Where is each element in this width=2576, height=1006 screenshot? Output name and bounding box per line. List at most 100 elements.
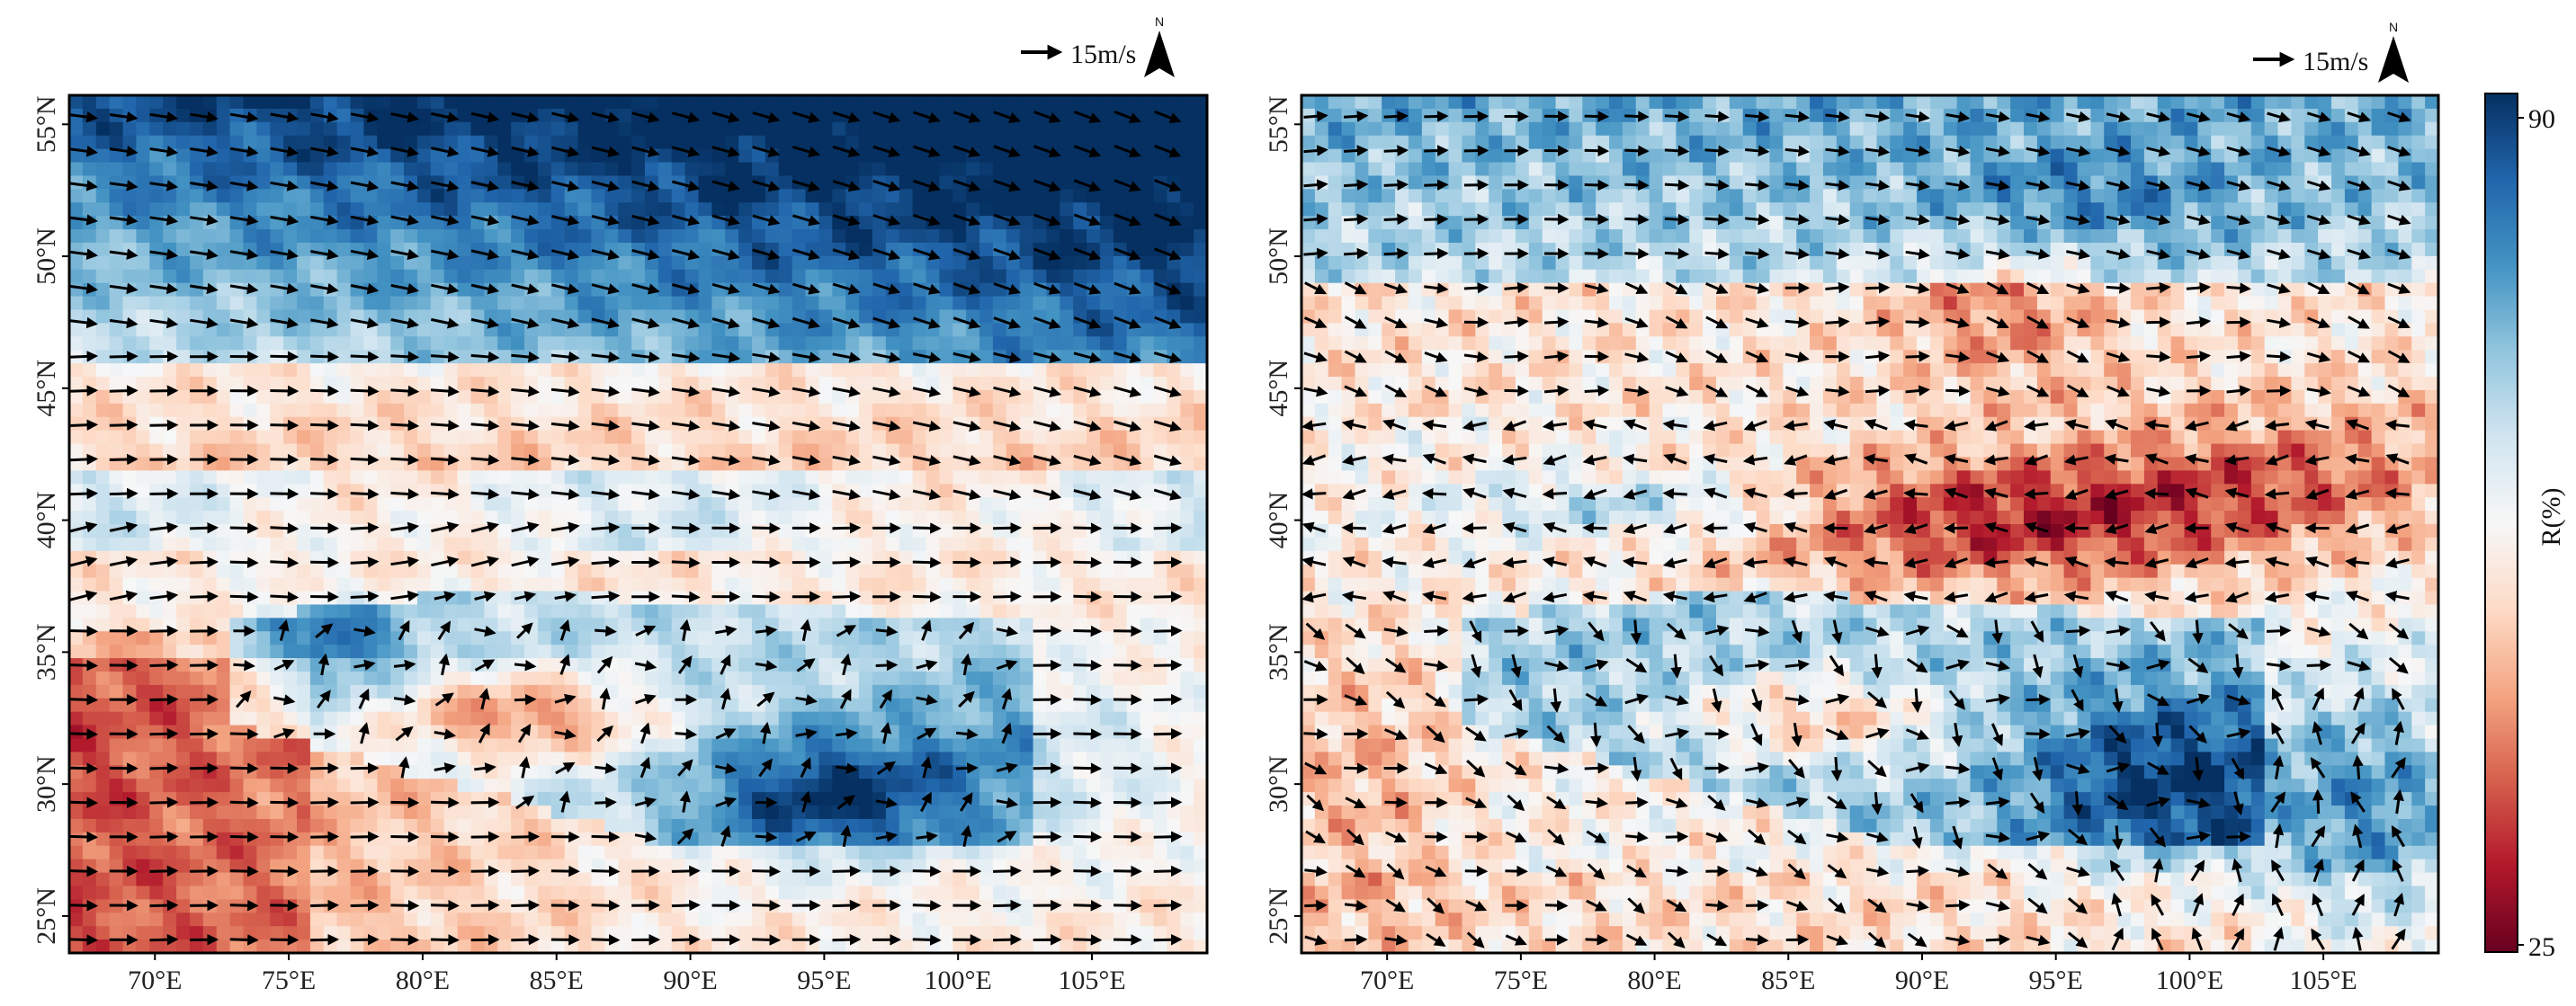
humidity-cell	[416, 363, 432, 378]
humidity-cell	[457, 255, 472, 271]
humidity-cell	[82, 216, 97, 230]
humidity-cell	[644, 671, 659, 686]
humidity-cell	[69, 162, 84, 177]
humidity-cell	[1099, 779, 1114, 793]
humidity-cell	[845, 524, 860, 539]
humidity-cell	[524, 296, 539, 311]
humidity-cell	[818, 738, 833, 753]
humidity-cell	[484, 296, 498, 311]
humidity-cell	[149, 121, 164, 137]
humidity-cell	[1033, 631, 1048, 645]
humidity-cell	[859, 309, 873, 325]
humidity-cell	[163, 497, 177, 512]
humidity-cell	[484, 537, 498, 552]
humidity-cell	[778, 108, 793, 123]
humidity-cell	[550, 430, 566, 445]
humidity-cell	[176, 457, 191, 471]
humidity-cell	[604, 564, 619, 579]
humidity-cell	[216, 671, 231, 686]
humidity-cell	[350, 806, 365, 820]
humidity-cell	[604, 470, 619, 485]
humidity-cell	[577, 269, 593, 284]
humidity-cell	[1140, 363, 1155, 378]
humidity-cell	[122, 845, 138, 860]
humidity-cell	[845, 604, 860, 619]
humidity-cell	[363, 845, 378, 860]
humidity-cell	[163, 779, 177, 793]
humidity-cell	[752, 564, 766, 579]
humidity-cell	[859, 845, 873, 860]
humidity-cell	[309, 752, 325, 766]
humidity-cell	[778, 832, 793, 847]
humidity-cell	[698, 202, 712, 217]
humidity-cell	[537, 832, 552, 847]
humidity-cell	[336, 296, 352, 311]
humidity-cell	[430, 845, 445, 860]
humidity-cell	[136, 336, 150, 351]
humidity-cell	[404, 296, 418, 311]
humidity-cell	[524, 430, 539, 445]
humidity-cell	[778, 229, 793, 244]
humidity-cell	[69, 403, 84, 418]
humidity-cell	[550, 377, 566, 391]
humidity-cell	[738, 416, 753, 432]
humidity-cell	[725, 336, 739, 351]
humidity-cell	[377, 121, 391, 137]
humidity-cell	[564, 363, 579, 378]
humidity-cell	[202, 255, 218, 271]
humidity-cell	[524, 537, 539, 552]
humidity-cell	[738, 818, 753, 833]
humidity-cell	[430, 792, 445, 806]
humidity-cell	[992, 336, 1007, 351]
humidity-cell	[564, 255, 579, 271]
humidity-cell	[176, 282, 191, 298]
humidity-cell	[216, 323, 231, 337]
humidity-cell	[765, 872, 780, 887]
humidity-cell	[550, 296, 566, 311]
humidity-cell	[497, 859, 512, 874]
humidity-cell	[416, 269, 432, 284]
humidity-cell	[229, 645, 245, 659]
humidity-cell	[1180, 189, 1194, 203]
humidity-cell	[1060, 416, 1074, 432]
humidity-cell	[912, 336, 927, 351]
humidity-cell	[1153, 457, 1167, 471]
humidity-cell	[136, 497, 150, 512]
humidity-cell	[644, 577, 659, 592]
humidity-cell	[416, 577, 432, 592]
humidity-cell	[202, 95, 218, 110]
humidity-cell	[725, 752, 739, 766]
humidity-cell	[577, 618, 593, 632]
humidity-cell	[939, 711, 953, 726]
humidity-cell	[591, 577, 605, 592]
humidity-cell	[202, 671, 218, 686]
humidity-cell	[350, 269, 365, 284]
humidity-cell	[885, 698, 900, 713]
humidity-cell	[577, 845, 593, 860]
humidity-cell	[859, 443, 873, 458]
humidity-cell	[377, 148, 391, 164]
humidity-cell	[149, 752, 164, 766]
humidity-cell	[1126, 162, 1141, 177]
humidity-cell	[671, 645, 686, 659]
humidity-cell	[416, 591, 432, 606]
humidity-cell	[109, 645, 124, 659]
humidity-cell	[270, 845, 284, 860]
humidity-cell	[69, 725, 84, 740]
humidity-cell	[939, 658, 953, 672]
humidity-cell	[657, 591, 673, 606]
humidity-cell	[644, 711, 659, 726]
humidity-cell	[323, 577, 338, 592]
humidity-cell	[95, 457, 111, 471]
humidity-cell	[95, 108, 111, 123]
humidity-cell	[189, 269, 204, 284]
humidity-cell	[457, 524, 472, 539]
humidity-cell	[430, 645, 445, 659]
humidity-cell	[1140, 725, 1155, 740]
humidity-cell	[792, 296, 807, 311]
humidity-cell	[323, 564, 338, 579]
humidity-cell	[992, 806, 1007, 820]
humidity-cell	[912, 618, 927, 632]
humidity-cell	[377, 711, 391, 726]
humidity-cell	[845, 430, 860, 445]
